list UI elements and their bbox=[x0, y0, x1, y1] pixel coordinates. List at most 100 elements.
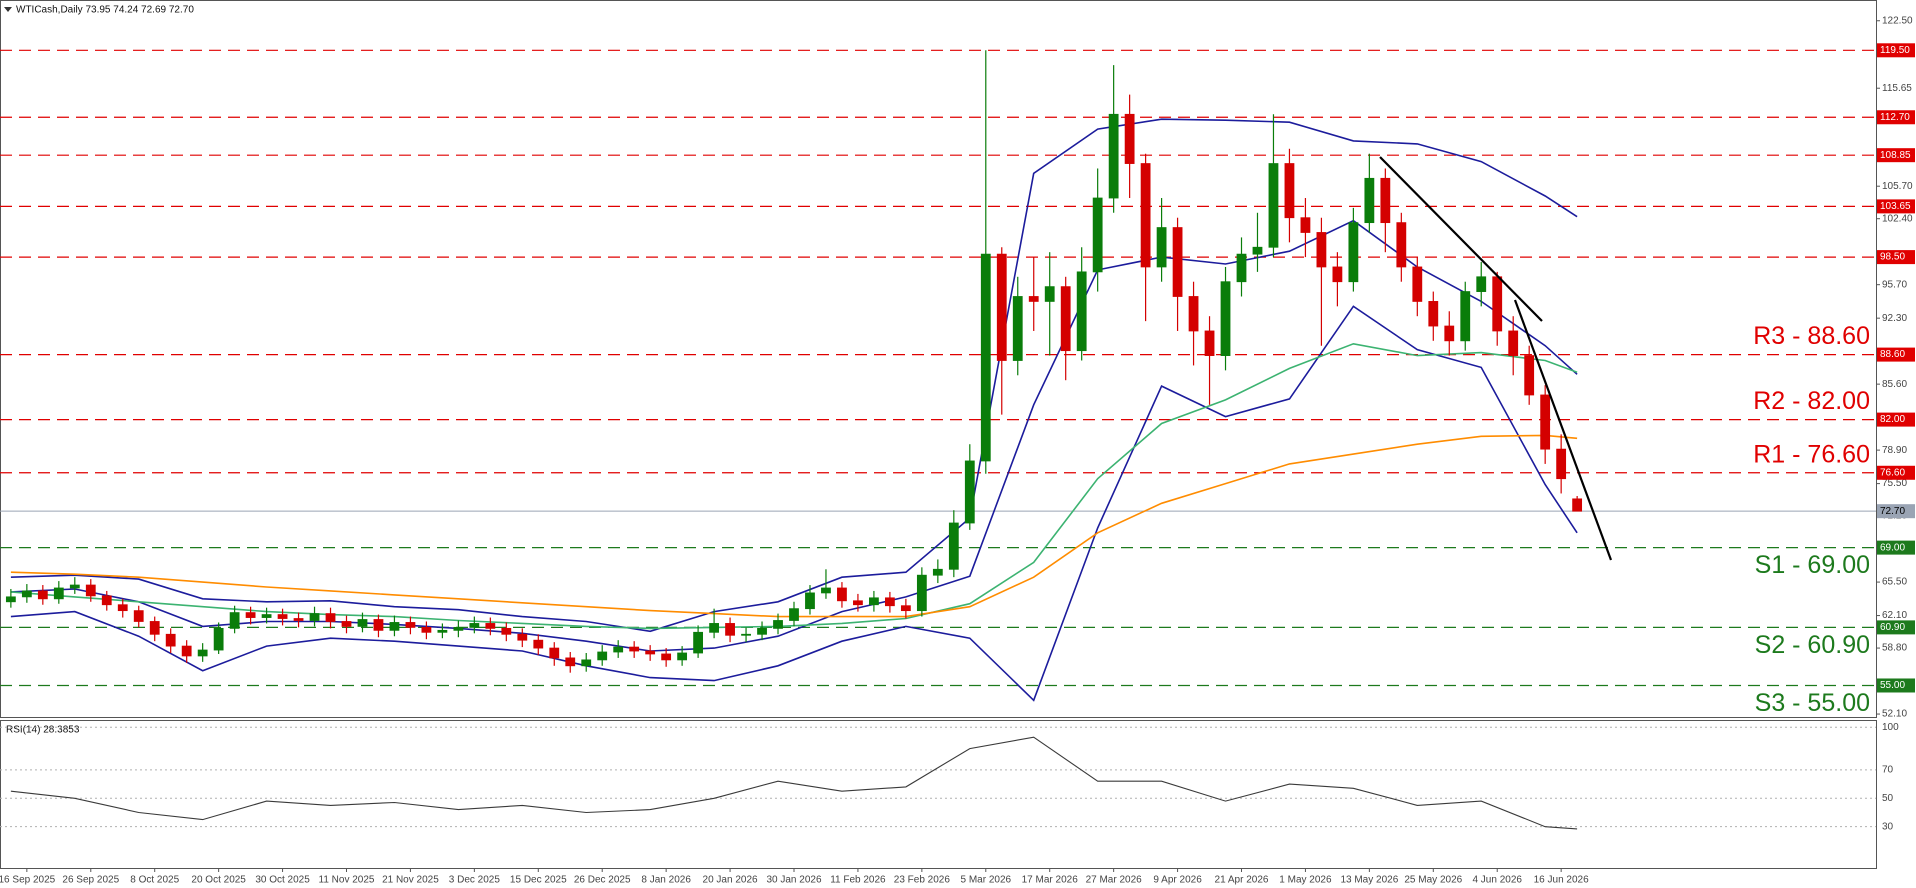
x-tick-label: 20 Jan 2026 bbox=[703, 875, 758, 886]
candle-body bbox=[677, 652, 688, 661]
candle-body bbox=[980, 253, 991, 462]
level-annotation: R3 - 88.60 bbox=[1753, 322, 1870, 350]
candle-body bbox=[1028, 296, 1039, 302]
last-price-tag bbox=[1877, 504, 1915, 519]
y-tick-label: 65.50 bbox=[1882, 577, 1907, 588]
candle-body bbox=[948, 522, 959, 570]
x-tick-label: 5 Mar 2026 bbox=[960, 875, 1011, 886]
candle-body bbox=[485, 623, 496, 629]
candle-body bbox=[437, 629, 448, 633]
candle-body bbox=[789, 608, 799, 621]
candle-body bbox=[709, 623, 719, 633]
level-label: 119.50 bbox=[1880, 45, 1910, 56]
candle-body bbox=[53, 587, 64, 600]
x-tick-label: 15 Dec 2025 bbox=[510, 875, 567, 886]
candle-body bbox=[549, 647, 560, 659]
indicator-line bbox=[10, 342, 1578, 630]
x-tick-label: 20 Oct 2025 bbox=[191, 875, 246, 886]
candle-body bbox=[964, 460, 975, 524]
level-tag bbox=[1877, 620, 1915, 635]
indicator-line bbox=[10, 736, 1578, 830]
level-tag bbox=[1877, 540, 1915, 555]
x-tick-label: 1 May 2026 bbox=[1279, 875, 1332, 886]
trend-line bbox=[1379, 156, 1543, 322]
candle-body bbox=[325, 613, 336, 622]
indicator-line bbox=[10, 434, 1578, 618]
rsi-panel bbox=[0, 720, 1877, 869]
level-annotation: R1 - 76.60 bbox=[1753, 440, 1870, 468]
candle-body bbox=[181, 645, 192, 657]
level-label: 82.00 bbox=[1880, 414, 1905, 425]
candle-body bbox=[453, 626, 464, 631]
candle-body bbox=[661, 653, 672, 661]
level-label: 60.90 bbox=[1880, 622, 1905, 633]
rsi-tick-label: 100 bbox=[1882, 722, 1899, 733]
candle-body bbox=[37, 590, 48, 600]
level-annotation: R2 - 82.00 bbox=[1753, 387, 1870, 415]
candle-body bbox=[165, 633, 176, 647]
candle-body bbox=[69, 584, 80, 589]
y-tick-label: 115.65 bbox=[1882, 83, 1912, 94]
candle-body bbox=[229, 612, 240, 629]
candle-body bbox=[1492, 276, 1503, 332]
level-label: 55.00 bbox=[1880, 680, 1905, 691]
candle-body bbox=[1316, 232, 1327, 268]
x-tick-label: 21 Nov 2025 bbox=[382, 875, 439, 886]
candle-body bbox=[1220, 281, 1231, 356]
candle-body bbox=[341, 621, 352, 627]
x-tick-label: 26 Sep 2025 bbox=[62, 875, 119, 886]
level-label: 98.50 bbox=[1880, 252, 1905, 263]
candle-body bbox=[1444, 325, 1455, 342]
candle-body bbox=[1124, 113, 1135, 164]
y-tick-label: 105.70 bbox=[1882, 181, 1913, 192]
candle-body bbox=[837, 587, 847, 602]
candle-body bbox=[1204, 330, 1215, 356]
candle-body bbox=[1108, 113, 1119, 199]
candle-body bbox=[277, 614, 288, 619]
candle-body bbox=[565, 657, 576, 667]
price-panel bbox=[0, 0, 1877, 718]
y-tick-label: 58.80 bbox=[1882, 643, 1907, 654]
level-label: 69.00 bbox=[1880, 542, 1905, 553]
candle-body bbox=[405, 622, 416, 628]
x-tick-label: 27 Mar 2026 bbox=[1086, 875, 1143, 886]
candle-body bbox=[1508, 330, 1519, 356]
candle-body bbox=[85, 584, 96, 597]
level-tag bbox=[1877, 148, 1915, 163]
candle-body bbox=[996, 253, 1007, 361]
x-tick-label: 26 Dec 2025 bbox=[574, 875, 631, 886]
candle-body bbox=[693, 631, 704, 654]
candle-body bbox=[629, 646, 640, 652]
candle-body bbox=[357, 619, 368, 627]
level-tag bbox=[1877, 412, 1915, 427]
x-tick-label: 16 Jun 2026 bbox=[1534, 875, 1589, 886]
candle-body bbox=[869, 597, 879, 606]
candle-body bbox=[757, 627, 767, 635]
x-tick-label: 11 Feb 2026 bbox=[830, 875, 886, 886]
trend-line bbox=[1513, 299, 1613, 561]
candle-body bbox=[916, 574, 927, 612]
candle-body bbox=[1092, 197, 1103, 273]
candle-body bbox=[1524, 355, 1535, 396]
candle-body bbox=[1348, 222, 1359, 283]
candle-body bbox=[1380, 177, 1391, 224]
candle-body bbox=[645, 650, 656, 655]
x-tick-label: 13 May 2026 bbox=[1340, 875, 1398, 886]
level-tag bbox=[1877, 678, 1915, 693]
level-label: 103.65 bbox=[1880, 201, 1911, 212]
x-tick-label: 8 Oct 2025 bbox=[130, 875, 179, 886]
candle-body bbox=[261, 614, 272, 618]
level-annotation: S1 - 69.00 bbox=[1755, 551, 1870, 579]
level-annotation: S3 - 55.00 bbox=[1755, 689, 1870, 717]
level-label: 108.85 bbox=[1880, 150, 1911, 161]
candle-body bbox=[1252, 246, 1263, 255]
y-tick-label: 92.30 bbox=[1882, 313, 1907, 324]
rsi-tick-label: 50 bbox=[1882, 793, 1894, 804]
y-tick-label: 95.70 bbox=[1882, 279, 1907, 290]
x-tick-label: 8 Jan 2026 bbox=[641, 875, 691, 886]
last-price-label: 72.70 bbox=[1880, 506, 1905, 517]
y-tick-label: 52.10 bbox=[1882, 709, 1907, 720]
x-tick-label: 16 Sep 2025 bbox=[0, 875, 56, 886]
